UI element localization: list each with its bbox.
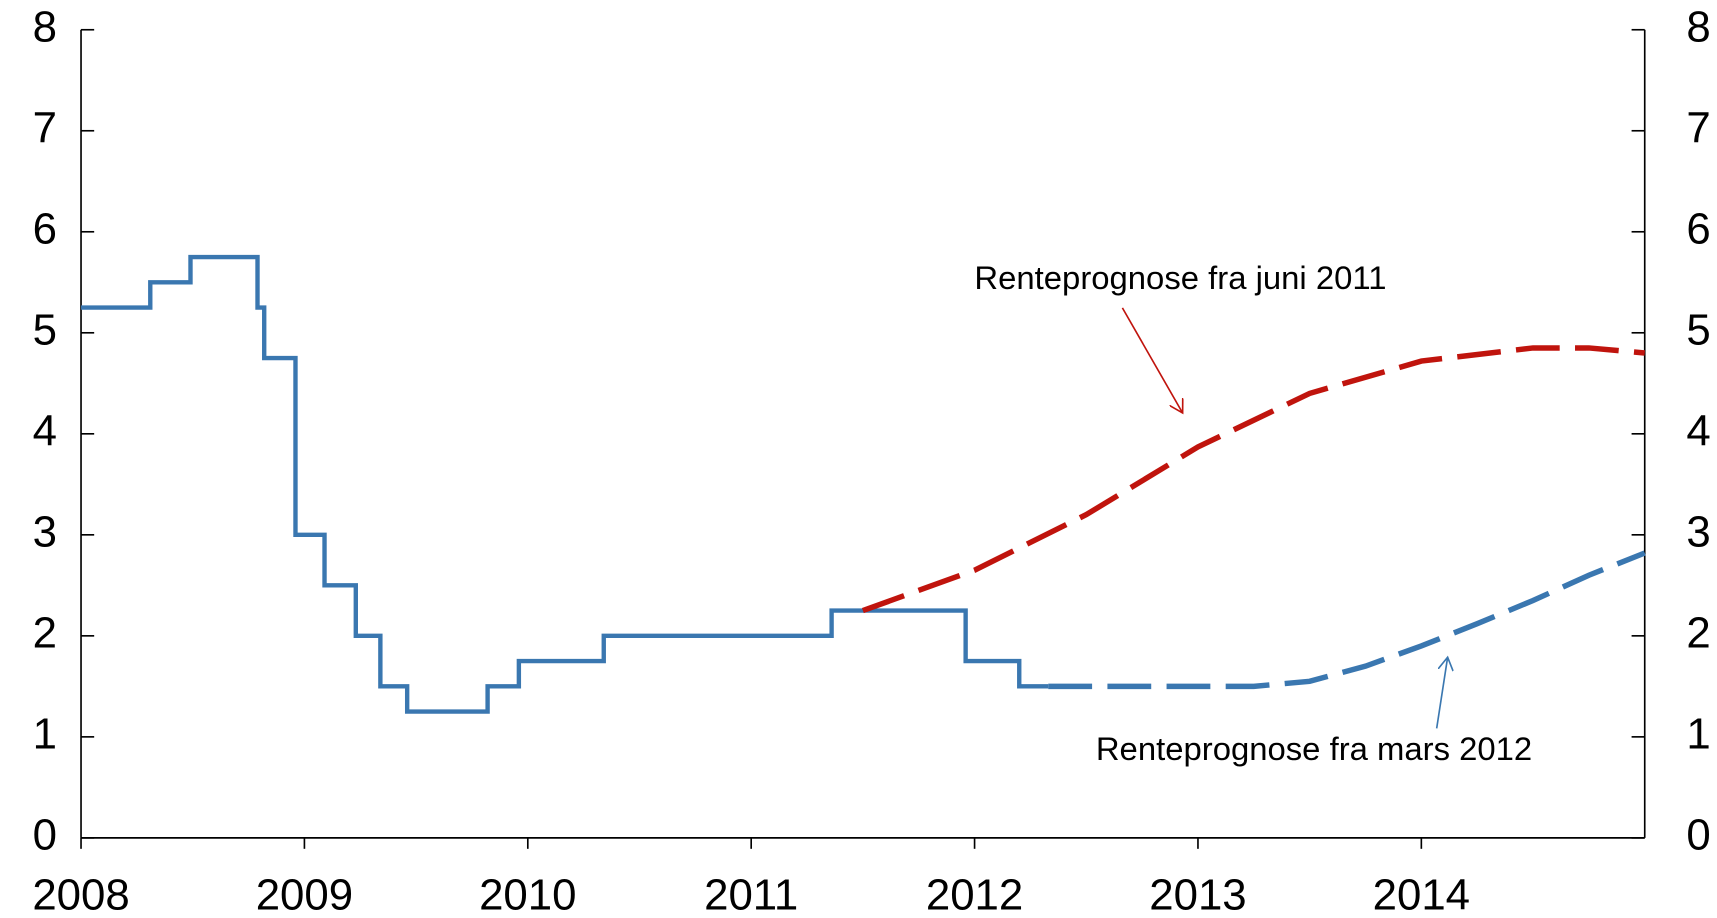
y2-tick-label: 3 bbox=[1686, 507, 1710, 556]
x-tick-label: 2012 bbox=[926, 871, 1023, 918]
y2-tick-label: 7 bbox=[1686, 103, 1710, 152]
series-line bbox=[81, 254, 1049, 714]
x-tick-label: 2009 bbox=[256, 871, 353, 918]
annotation-arrow bbox=[1121, 307, 1182, 413]
y-tick-label: 3 bbox=[33, 507, 57, 556]
y2-tick-label: 0 bbox=[1686, 810, 1710, 859]
annotation: Renteprognose fra mars 2012 bbox=[1096, 730, 1532, 767]
y-tick-label: 0 bbox=[33, 810, 57, 859]
series-line bbox=[861, 345, 1645, 614]
y2-tick-label: 4 bbox=[1686, 406, 1710, 455]
y2-tick-label: 1 bbox=[1686, 709, 1710, 758]
y-tick-label: 6 bbox=[33, 204, 57, 253]
y-tick-label: 2 bbox=[33, 608, 57, 657]
x-tick-label: 2010 bbox=[479, 871, 576, 918]
y-tick-label: 5 bbox=[33, 305, 57, 354]
y-tick-label: 1 bbox=[33, 709, 57, 758]
x-tick-label: 2014 bbox=[1373, 871, 1470, 918]
annotation-arrow bbox=[1435, 657, 1448, 729]
x-tick-label: 2013 bbox=[1149, 871, 1246, 918]
annotation: Renteprognose fra juni 2011 bbox=[974, 259, 1386, 296]
y2-tick-label: 2 bbox=[1686, 608, 1710, 657]
series-line bbox=[1048, 550, 1646, 690]
y2-tick-label: 8 bbox=[1686, 2, 1710, 51]
x-tick-label: 2011 bbox=[704, 871, 798, 918]
y-tick-label: 7 bbox=[33, 103, 57, 152]
y2-tick-label: 6 bbox=[1686, 204, 1710, 253]
x-tick-label: 2008 bbox=[32, 871, 129, 918]
y2-tick-label: 5 bbox=[1686, 305, 1710, 354]
y-tick-label: 4 bbox=[33, 406, 57, 455]
y-tick-label: 8 bbox=[33, 2, 57, 51]
